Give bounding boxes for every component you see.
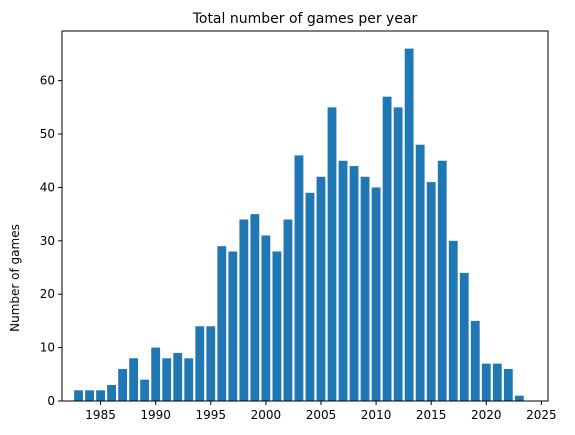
bar-2011	[382, 96, 392, 402]
bar-1998	[239, 219, 249, 401]
y-tick-label: 30	[40, 234, 55, 248]
bar-2021	[492, 363, 502, 401]
bar-2022	[503, 368, 513, 401]
y-tick-label: 10	[40, 341, 55, 355]
plot-frame	[61, 30, 549, 402]
bar-2003	[294, 155, 304, 401]
bar-2002	[283, 219, 293, 401]
x-tick-label: 2020	[471, 408, 502, 422]
bar-1989	[140, 379, 150, 401]
bar-2007	[338, 160, 348, 401]
bar-1990	[151, 347, 161, 401]
x-tick-label: 2025	[526, 408, 557, 422]
bar-2018	[459, 272, 469, 401]
bar-2017	[448, 240, 458, 401]
y-tick-label: 50	[40, 127, 55, 141]
bar-2013	[404, 48, 414, 402]
bar-1997	[228, 251, 238, 401]
y-tick-label: 40	[40, 180, 55, 194]
bar-1992	[173, 352, 183, 401]
bar-2001	[272, 251, 282, 401]
bar-2005	[316, 176, 326, 401]
y-tick-label: 20	[40, 287, 55, 301]
bars-group	[74, 48, 524, 402]
x-tick-label: 1995	[196, 408, 227, 422]
x-tick-label: 1990	[140, 408, 171, 422]
bar-1996	[217, 246, 227, 401]
y-tick-label: 0	[47, 394, 55, 408]
bar-2010	[371, 187, 381, 401]
bar-2006	[327, 107, 337, 401]
x-tick-label: 2005	[306, 408, 337, 422]
x-tick-label: 2000	[251, 408, 282, 422]
y-axis-ticks: 0 10 20 30 40 50 60	[40, 74, 62, 408]
bar-1984	[85, 390, 94, 401]
bar-1991	[162, 358, 172, 401]
bar-1993	[184, 358, 194, 401]
bar-2020	[481, 363, 491, 401]
bar-1994	[195, 326, 205, 401]
bar-2000	[261, 235, 271, 401]
y-tick-label: 60	[40, 74, 55, 88]
bar-2004	[305, 192, 315, 401]
x-tick-label: 1985	[85, 408, 116, 422]
bar-1988	[129, 358, 139, 401]
bar-2023	[514, 395, 524, 401]
bar-1986	[107, 384, 116, 401]
bar-2019	[470, 320, 480, 401]
bar-1999	[250, 214, 260, 401]
y-axis-label: Number of games	[8, 224, 22, 332]
bar-2012	[393, 107, 403, 401]
chart-title: Total number of games per year	[192, 11, 418, 27]
bar-2014	[415, 144, 425, 401]
bar-2008	[349, 166, 359, 401]
x-tick-label: 2010	[361, 408, 392, 422]
bar-1985	[96, 390, 105, 401]
x-tick-label: 2015	[416, 408, 447, 422]
bar-2015	[426, 182, 436, 401]
bar-2009	[360, 176, 370, 401]
bar-2016	[437, 160, 447, 401]
bar-1983	[74, 390, 83, 401]
x-axis-ticks: 1985 1990 1995 2000 2005 2010 2015 2020 2025	[85, 401, 557, 422]
bar-1995	[206, 326, 216, 401]
bar-1987	[118, 368, 128, 401]
